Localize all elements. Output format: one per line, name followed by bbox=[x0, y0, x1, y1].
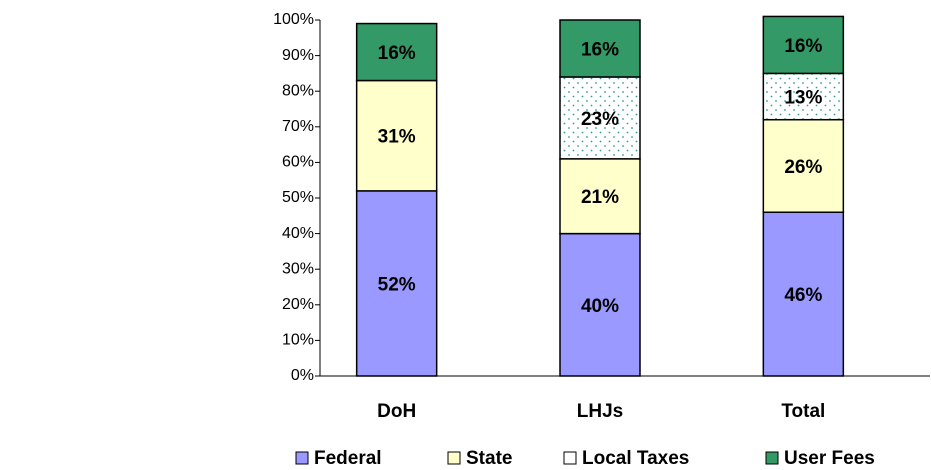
y-tick-label: 20% bbox=[282, 296, 314, 313]
value-label: 52% bbox=[378, 274, 416, 295]
y-tick-label: 80% bbox=[282, 82, 314, 99]
legend-swatch bbox=[765, 451, 779, 465]
value-label: 13% bbox=[784, 88, 822, 109]
y-tick-label: 90% bbox=[282, 47, 314, 64]
x-tick-label: LHJs bbox=[577, 401, 623, 422]
value-label: 40% bbox=[581, 296, 619, 317]
bar-segment bbox=[559, 19, 641, 78]
bar-segment bbox=[355, 79, 438, 192]
value-label: 16% bbox=[378, 43, 416, 64]
y-tick-label: 40% bbox=[282, 225, 314, 242]
value-label: 31% bbox=[378, 127, 416, 148]
value-label: 16% bbox=[784, 36, 822, 57]
y-tick-label: 50% bbox=[282, 189, 314, 206]
legend-swatch bbox=[295, 451, 309, 465]
y-tick-label: 60% bbox=[282, 154, 314, 171]
legend-label: Local Taxes bbox=[582, 448, 689, 469]
legend-swatch bbox=[563, 451, 577, 465]
x-tick-label: Total bbox=[781, 401, 825, 422]
y-tick-label: 0% bbox=[291, 367, 314, 384]
bar-segment bbox=[355, 22, 438, 82]
value-label: 46% bbox=[784, 285, 822, 306]
y-tick-label: 70% bbox=[282, 118, 314, 135]
y-tick-label: 100% bbox=[273, 11, 314, 28]
x-tick-label: DoH bbox=[377, 401, 416, 422]
legend-swatch bbox=[447, 451, 461, 465]
value-label: 26% bbox=[784, 157, 822, 178]
y-tick-label: 30% bbox=[282, 260, 314, 277]
legend-label: State bbox=[466, 448, 512, 469]
bar-segment bbox=[559, 76, 641, 160]
bar-segment bbox=[559, 232, 641, 377]
bar-segment bbox=[762, 118, 845, 213]
bar-segment bbox=[762, 211, 845, 377]
bar-segment bbox=[355, 190, 438, 377]
value-label: 23% bbox=[581, 109, 619, 130]
value-label: 16% bbox=[581, 39, 619, 60]
bar-segment bbox=[559, 158, 641, 235]
legend-label: Federal bbox=[314, 448, 382, 469]
value-label: 21% bbox=[581, 187, 619, 208]
legend-label: User Fees bbox=[784, 448, 875, 469]
bar-segment bbox=[762, 15, 845, 75]
bar-segment bbox=[762, 72, 845, 121]
y-tick-label: 10% bbox=[282, 332, 314, 349]
